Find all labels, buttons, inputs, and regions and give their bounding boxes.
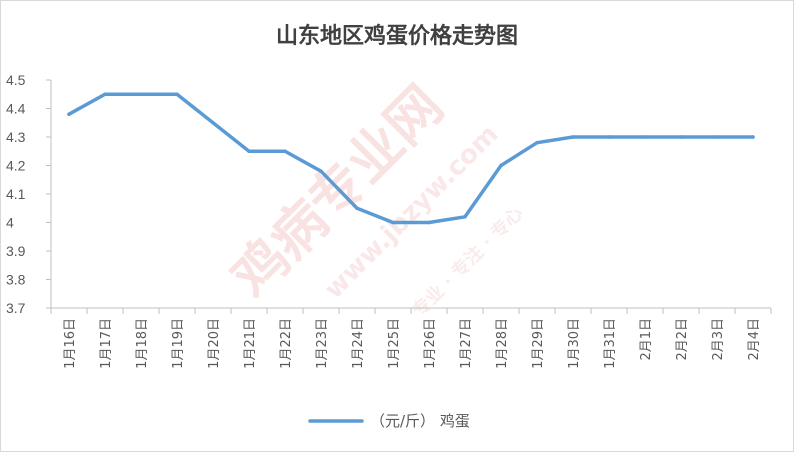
data-point xyxy=(103,92,107,96)
data-point xyxy=(139,92,143,96)
y-tick-label: 4.1 xyxy=(6,186,26,202)
x-tick-label: 1月29日 xyxy=(531,318,546,369)
watermark: 鸡病专业网 www.jbzyw.com 专业 · 专注 · 专心 xyxy=(220,74,528,322)
x-axis-ticks: 1月16日 1月17日 1月18日 1月19日 1月20日 1月21日 1月22日 1月23日… xyxy=(63,318,762,369)
x-tick-label: 1月27日 xyxy=(459,318,474,369)
x-tick-label: 1月18日 xyxy=(135,318,150,369)
watermark-slogan: 专业 · 专注 · 专心 xyxy=(408,202,527,321)
data-point xyxy=(391,220,395,225)
data-point xyxy=(751,135,755,139)
y-tick-label: 4.3 xyxy=(6,129,26,145)
data-point xyxy=(67,112,71,116)
series-layer xyxy=(67,92,755,225)
x-tick-label: 1月22日 xyxy=(279,318,294,369)
x-tick-label: 2月2日 xyxy=(675,318,690,361)
y-tick-label: 4.5 xyxy=(6,72,26,88)
data-point xyxy=(319,169,323,173)
data-point xyxy=(571,135,575,139)
y-tick-label: 3.9 xyxy=(6,243,26,259)
data-point xyxy=(499,163,503,168)
data-point xyxy=(535,140,539,145)
data-point xyxy=(283,149,287,153)
data-point xyxy=(427,220,431,225)
x-tick-label: 1月23日 xyxy=(315,318,330,369)
x-tick-label: 1月26日 xyxy=(423,318,438,369)
x-tick-label: 1月30日 xyxy=(567,318,582,369)
data-point xyxy=(679,135,683,139)
y-tick-label: 3.8 xyxy=(6,272,26,288)
x-tick-label: 1月21日 xyxy=(243,318,258,369)
data-point xyxy=(175,92,179,96)
x-tick-label: 1月20日 xyxy=(207,318,222,369)
x-tick-label: 1月17日 xyxy=(99,318,114,369)
x-tick-label: 1月25日 xyxy=(387,318,402,369)
x-tick-label: 2月4日 xyxy=(747,318,762,361)
y-tick-label: 4.4 xyxy=(6,101,26,117)
data-point xyxy=(463,215,467,219)
legend-label: （元/斤） 鸡蛋 xyxy=(370,412,470,430)
legend: （元/斤） 鸡蛋 xyxy=(308,412,470,430)
y-tick-label: 4 xyxy=(6,215,14,231)
x-tick-label: 1月31日 xyxy=(603,318,618,369)
data-point xyxy=(715,135,719,139)
data-point xyxy=(211,121,215,125)
data-point xyxy=(607,135,611,139)
chart-title: 山东地区鸡蛋价格走势图 xyxy=(275,24,518,49)
series-line xyxy=(67,92,755,225)
x-tick-label: 2月1日 xyxy=(639,318,654,361)
x-tick-label: 2月3日 xyxy=(711,318,726,361)
data-point xyxy=(355,206,359,210)
x-tick-label: 1月28日 xyxy=(495,318,510,369)
data-point xyxy=(247,149,251,153)
x-tick-label: 1月19日 xyxy=(171,318,186,369)
y-tick-label: 4.2 xyxy=(6,158,26,174)
y-axis-ticks: 3.7 3.8 3.9 4 4.1 4.2 4.3 4.4 4.5 xyxy=(6,72,51,316)
x-tick-label: 1月16日 xyxy=(63,318,78,369)
x-tick-label: 1月24日 xyxy=(351,318,366,369)
y-tick-label: 3.7 xyxy=(6,300,26,316)
data-point xyxy=(643,135,647,139)
